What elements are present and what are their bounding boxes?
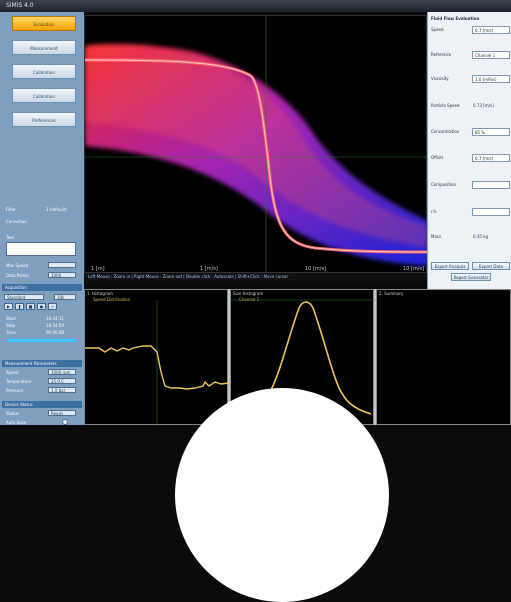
summary-panel[interactable]: 2. Summary bbox=[376, 289, 511, 425]
device-status-header: Device Status bbox=[2, 401, 82, 408]
stop-button[interactable]: ■ bbox=[26, 303, 35, 310]
stop-label: Stop bbox=[6, 323, 16, 328]
nav-calibration-2-button[interactable]: Calibration bbox=[12, 88, 76, 103]
fit-curve-core bbox=[85, 59, 428, 253]
filter-value: 1 (default) bbox=[46, 207, 68, 212]
acq-value-input[interactable]: 10k bbox=[54, 294, 76, 300]
window-title: SiMiS 4.0 bbox=[0, 0, 511, 12]
composition-input[interactable] bbox=[472, 181, 510, 189]
histogram-panel[interactable]: 1. Histogram Speed Distribution bbox=[84, 289, 229, 426]
max-speed-input[interactable] bbox=[48, 262, 76, 268]
histogram-curve bbox=[85, 345, 229, 390]
time-label: Time bbox=[6, 330, 16, 335]
plot-status-bar: Left Mouse : Zoom in | Right Mouse : Zoo… bbox=[84, 273, 427, 281]
x-tick-right: 10 [m/s] bbox=[403, 266, 424, 272]
data-points-input[interactable]: 1000 bbox=[48, 272, 76, 278]
pause-button[interactable]: ❚ bbox=[15, 303, 24, 310]
nav-calibration-button[interactable]: Calibration bbox=[12, 64, 76, 79]
acq-mode-select[interactable]: Standard bbox=[4, 294, 44, 300]
rh-input[interactable] bbox=[472, 208, 510, 216]
param-speed-value[interactable]: 1000 rpm bbox=[48, 369, 76, 375]
particle-speed-value: 0.73 [m/s] bbox=[473, 103, 494, 108]
param-speed-label: Speed bbox=[6, 370, 19, 375]
data-points-label: Data Points bbox=[6, 273, 29, 278]
time-value: 00:00:48 bbox=[46, 330, 64, 335]
offset-input[interactable]: 0.7 [m/s] bbox=[472, 154, 510, 162]
nav-measurement-button[interactable]: Measurement bbox=[12, 40, 76, 55]
start-label: Start bbox=[6, 316, 16, 321]
export-analysis-button[interactable]: Export Analysis bbox=[431, 262, 469, 270]
filter-label: Filter bbox=[6, 207, 16, 212]
param-temperature-value[interactable]: 25.0 C bbox=[48, 378, 76, 384]
concentration-input[interactable]: 85 % bbox=[472, 128, 510, 136]
overlay-circle-shape bbox=[175, 388, 389, 602]
device-status-value: Ready bbox=[48, 410, 76, 416]
scatter-halo bbox=[85, 45, 428, 248]
step-button[interactable]: » bbox=[48, 303, 57, 310]
auto-save-toggle[interactable] bbox=[62, 419, 68, 425]
correction-label: Correction bbox=[6, 219, 27, 224]
left-sidebar: Evaluation Measurement Calibration Calib… bbox=[0, 12, 84, 425]
viscosity-input[interactable]: 1.0 [mPas] bbox=[472, 75, 510, 83]
reference-select[interactable]: Channel 1 bbox=[472, 51, 510, 59]
size-histogram-title: Size Histogram bbox=[233, 291, 264, 296]
histogram-subtitle: Speed Distribution bbox=[93, 297, 131, 302]
param-pressure-value[interactable]: 1.0 bar bbox=[48, 387, 76, 393]
max-speed-label: Max Speed bbox=[6, 263, 29, 268]
measurement-parameters-header: Measurement Parameters bbox=[2, 360, 82, 367]
size-histogram-subtitle: Channel 1 bbox=[239, 297, 260, 302]
text-input[interactable] bbox=[6, 242, 76, 256]
device-status-label: Status bbox=[6, 411, 19, 416]
export-data-button[interactable]: Export Data bbox=[472, 262, 510, 270]
speed-label: Speed bbox=[431, 27, 444, 32]
composition-label: Composition bbox=[431, 182, 456, 187]
scatter-plot-svg: 1 [m] 1 [m/s] 10 [m/s] 10 [m/s] bbox=[85, 16, 428, 274]
x-tick-mid2: 10 [m/s] bbox=[305, 266, 326, 272]
play-button[interactable]: ▶ bbox=[4, 303, 13, 310]
auto-save-label: Auto Save bbox=[6, 420, 27, 425]
report-generator-button[interactable]: Report Generator bbox=[451, 273, 491, 281]
nav-evaluation-button[interactable]: Evaluation bbox=[12, 16, 76, 31]
text-label: Text bbox=[6, 235, 15, 240]
x-tick-left: 1 [m] bbox=[91, 266, 105, 272]
viscosity-label: Viscosity bbox=[431, 76, 449, 81]
offset-label: Offset bbox=[431, 155, 444, 160]
param-temperature-label: Temperature bbox=[6, 379, 32, 384]
param-pressure-label: Pressure bbox=[6, 388, 24, 393]
nav-preferences-button[interactable]: Preferences bbox=[12, 112, 76, 127]
right-panel: Fluid Flow Evaluation Speed 0.7 [m/s] Re… bbox=[427, 12, 511, 291]
histogram-svg bbox=[85, 300, 229, 426]
reference-label: Reference bbox=[431, 52, 452, 57]
acquisition-header: Acquisition bbox=[2, 284, 82, 291]
main-scatter-plot[interactable]: 1 [m] 1 [m/s] 10 [m/s] 10 [m/s] bbox=[84, 15, 428, 274]
concentration-label: Concentration bbox=[431, 129, 460, 134]
mass-value: 0.35 kg bbox=[473, 234, 489, 239]
summary-title: 2. Summary bbox=[379, 291, 404, 296]
stop-value: 10:34:59 bbox=[46, 323, 64, 328]
x-tick-mid1: 1 [m/s] bbox=[200, 266, 218, 272]
particle-speed-label: Particle Speed bbox=[431, 103, 460, 108]
record-button[interactable]: ● bbox=[37, 303, 46, 310]
speed-input[interactable]: 0.7 [m/s] bbox=[472, 26, 510, 34]
histogram-title: 1. Histogram bbox=[87, 291, 113, 296]
bottom-panels: 1. Histogram Speed Distribution Size His… bbox=[84, 289, 511, 426]
rh-label: r.h. bbox=[431, 209, 438, 214]
progress-bar bbox=[8, 339, 76, 342]
start-value: 10:34:11 bbox=[46, 316, 64, 321]
mass-label: Mass bbox=[431, 234, 442, 239]
right-panel-title: Fluid Flow Evaluation bbox=[431, 16, 480, 21]
